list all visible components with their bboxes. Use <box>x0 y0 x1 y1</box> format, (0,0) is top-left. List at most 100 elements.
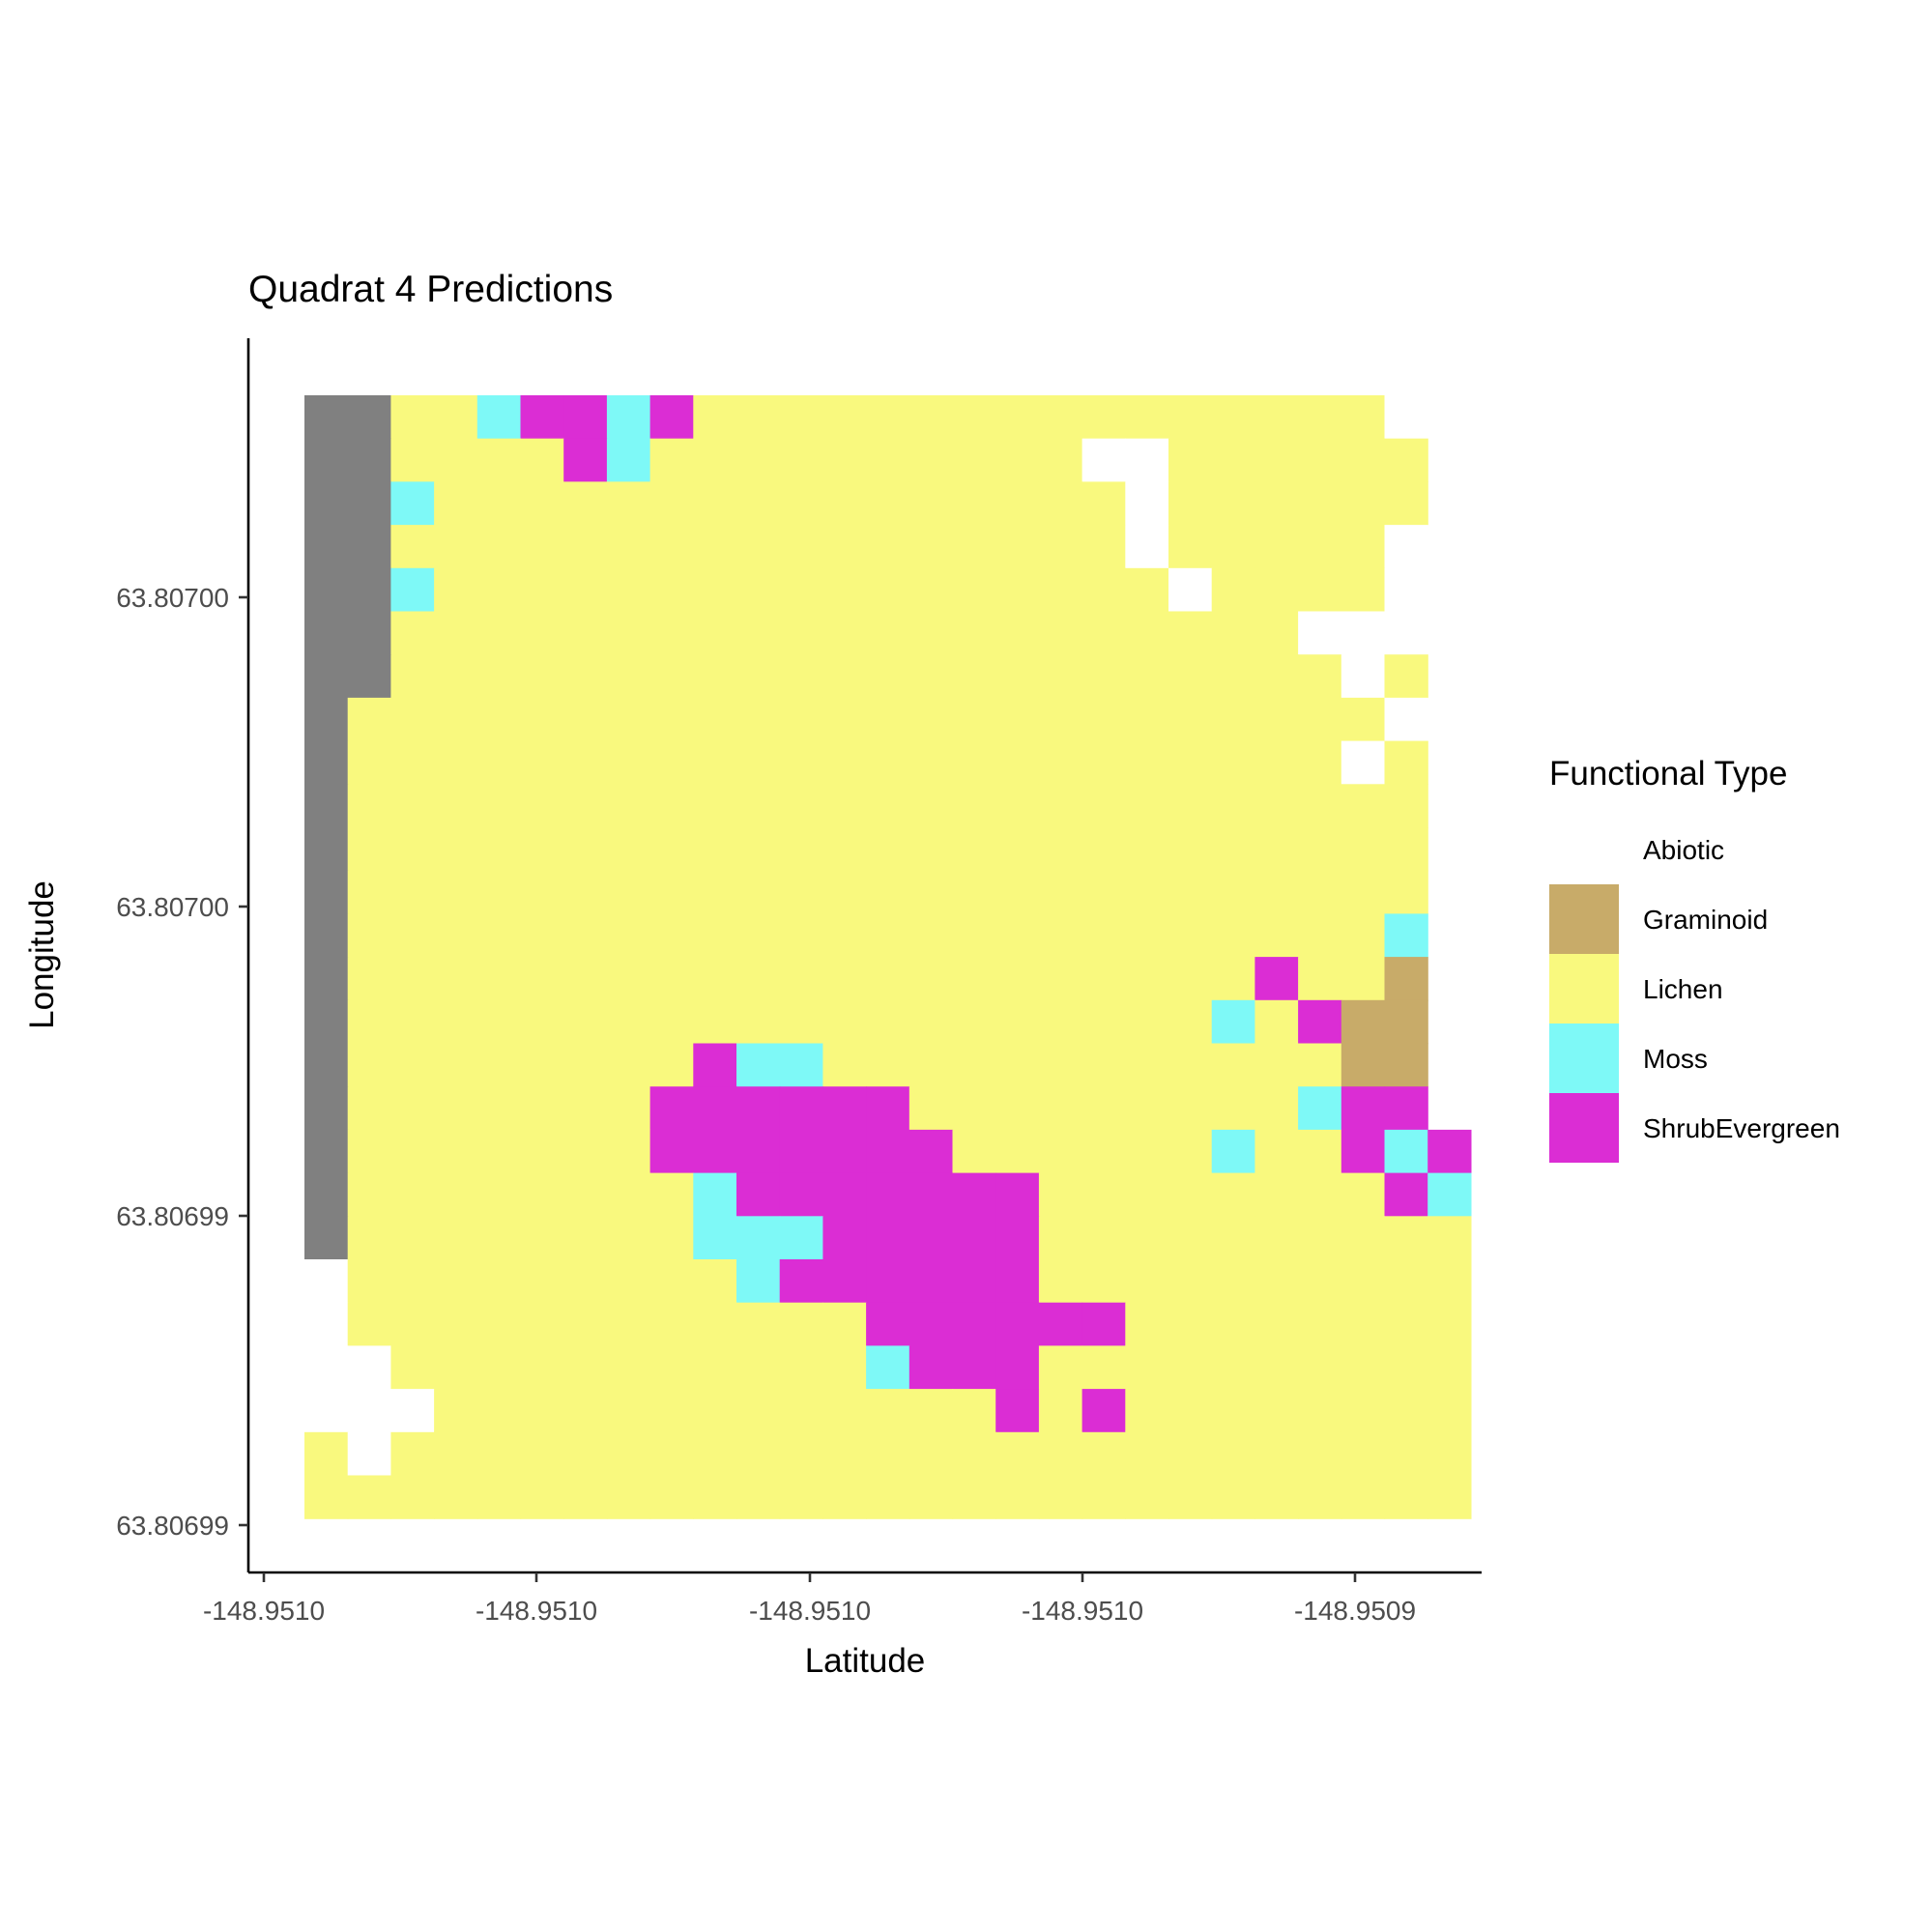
heatmap-cell <box>347 870 391 914</box>
heatmap-cell <box>1211 740 1255 785</box>
heatmap-cell <box>476 784 522 828</box>
heatmap-cell <box>779 1345 823 1390</box>
heatmap-cell <box>1038 654 1083 699</box>
heatmap-cell <box>347 525 391 569</box>
heatmap-cell <box>1211 1043 1255 1087</box>
heatmap-cell <box>476 525 522 569</box>
heatmap-cell <box>995 611 1040 655</box>
heatmap-cell <box>1125 827 1169 872</box>
heatmap-cell <box>563 1389 608 1433</box>
heatmap-cell <box>520 1129 564 1174</box>
heatmap-cell <box>779 1129 823 1174</box>
heatmap-cell <box>1384 1172 1428 1217</box>
heatmap-cell <box>476 1302 522 1346</box>
heatmap-cell <box>822 438 867 482</box>
heatmap-cell <box>1384 957 1428 1001</box>
heatmap-cell <box>563 1172 608 1217</box>
heatmap-cell <box>1168 1086 1213 1131</box>
heatmap-cell <box>736 957 781 1001</box>
heatmap-cell <box>1081 1086 1126 1131</box>
heatmap-cell <box>866 1216 910 1260</box>
legend-label: ShrubEvergreen <box>1643 1113 1840 1143</box>
heatmap-cell <box>649 438 694 482</box>
heatmap-cell <box>866 999 910 1045</box>
heatmap-cell <box>390 567 435 613</box>
heatmap-cell <box>822 870 867 914</box>
heatmap-cell <box>908 438 954 482</box>
heatmap-cell <box>1384 1259 1428 1304</box>
heatmap-cell <box>1168 1431 1213 1477</box>
heatmap-cell <box>995 1043 1040 1087</box>
heatmap-cell <box>866 1431 910 1477</box>
heatmap-cell <box>304 1345 349 1390</box>
heatmap-cell <box>952 870 996 914</box>
heatmap-cell <box>693 697 737 742</box>
legend: Functional Type Abiotic Graminoid Lichen Mo… <box>1549 755 1840 1163</box>
heatmap-cell <box>1125 697 1169 742</box>
heatmap-cell <box>1298 827 1342 872</box>
legend-entries: Abiotic Graminoid Lichen Moss ShrubEvergreen <box>1549 815 1840 1163</box>
heatmap-cell <box>1254 697 1299 742</box>
heatmap-cell <box>1211 1431 1255 1477</box>
heatmap-cell <box>1298 1345 1342 1390</box>
heatmap-cell <box>390 1431 435 1477</box>
heatmap-cell <box>1341 1086 1386 1131</box>
heatmap-cell <box>434 654 478 699</box>
heatmap-cell <box>952 913 996 958</box>
heatmap-cell <box>649 1475 694 1519</box>
heatmap-cell <box>563 1086 608 1131</box>
heatmap-cell <box>434 395 478 440</box>
heatmap-cell <box>952 1172 996 1217</box>
x-tick-label: -148.9510 <box>203 1596 325 1626</box>
heatmap-cell <box>1384 1431 1428 1477</box>
heatmap-cell <box>476 697 522 742</box>
heatmap-cell <box>1341 784 1386 828</box>
heatmap-cell <box>649 740 694 785</box>
heatmap-cell <box>1341 1475 1386 1519</box>
heatmap-cell <box>434 1259 478 1304</box>
heatmap-cell <box>520 1475 564 1519</box>
heatmap-cell <box>1168 870 1213 914</box>
heatmap-cell <box>822 1259 867 1304</box>
heatmap-cell <box>1254 654 1299 699</box>
heatmap-cell <box>1254 740 1299 785</box>
heatmap-cell <box>563 784 608 828</box>
x-tick-label: -148.9509 <box>1294 1596 1416 1626</box>
heatmap-cell <box>390 654 435 699</box>
heatmap-cell <box>476 913 522 958</box>
heatmap-cell <box>1384 740 1428 785</box>
heatmap-cell <box>1081 870 1126 914</box>
legend-title: Functional Type <box>1549 755 1787 793</box>
heatmap-cell <box>1298 395 1342 440</box>
heatmap-cell <box>1427 1259 1472 1304</box>
heatmap-cell <box>1254 1389 1299 1433</box>
heatmap-cell <box>563 913 608 958</box>
heatmap-cell <box>693 1389 737 1433</box>
heatmap-cell <box>995 1389 1040 1433</box>
heatmap-cell <box>1254 1259 1299 1304</box>
heatmap-cell <box>1038 1172 1083 1217</box>
heatmap-cell <box>649 1302 694 1346</box>
heatmap-cell <box>347 1172 391 1217</box>
heatmap-cell <box>995 525 1040 569</box>
heatmap-cell <box>304 1043 349 1087</box>
heatmap-cell <box>476 611 522 655</box>
heatmap-cell <box>822 1086 867 1131</box>
heatmap-cell <box>649 913 694 958</box>
heatmap-cell <box>1298 784 1342 828</box>
heatmap-cell <box>1341 395 1386 440</box>
heatmap-cell <box>1125 395 1169 440</box>
legend-label: Moss <box>1643 1044 1708 1074</box>
heatmap-cell <box>649 1431 694 1477</box>
heatmap-cell <box>434 999 478 1045</box>
heatmap-cell <box>952 1216 996 1260</box>
heatmap-cell <box>649 999 694 1045</box>
heatmap-cell <box>606 1129 651 1174</box>
heatmap-cell <box>520 1216 564 1260</box>
heatmap-cell <box>1298 481 1342 526</box>
heatmap-cell <box>822 1216 867 1260</box>
heatmap-cell <box>1254 567 1299 613</box>
heatmap-cell <box>1298 1216 1342 1260</box>
heatmap-cell <box>693 740 737 785</box>
